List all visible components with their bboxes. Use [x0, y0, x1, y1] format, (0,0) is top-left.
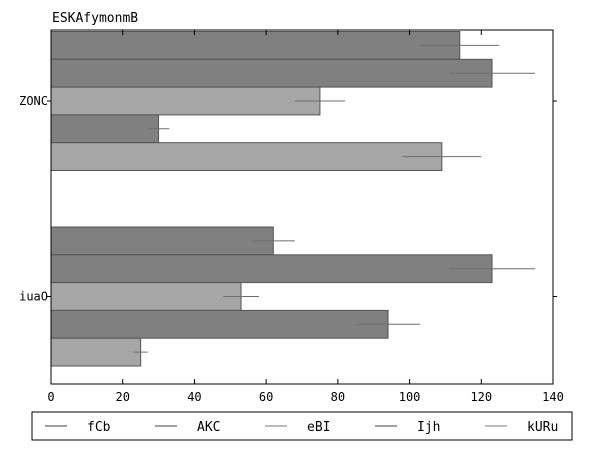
x-tick-label: 100	[399, 390, 421, 404]
y-tick-label: iuaO	[19, 290, 48, 304]
legend-frame	[31, 411, 573, 441]
bar	[50, 337, 142, 367]
x-tick-label: 20	[115, 390, 129, 404]
bar	[50, 309, 389, 339]
x-tick-label: 140	[542, 390, 564, 404]
bar	[50, 58, 493, 88]
x-tick-label: 80	[331, 390, 345, 404]
chart-title: ESKAfymonmB	[52, 11, 138, 26]
bar	[50, 114, 160, 144]
legend-label: fCb	[87, 420, 111, 435]
bar	[50, 226, 274, 256]
x-tick-label: 60	[259, 390, 273, 404]
x-tick-label: 0	[47, 390, 54, 404]
bar	[50, 86, 321, 116]
bar	[50, 254, 493, 284]
bar	[50, 31, 461, 60]
x-tick-label: 40	[187, 390, 201, 404]
bar	[50, 282, 242, 311]
y-tick-label: ZONC	[19, 94, 48, 108]
legend-label: Ijh	[417, 420, 440, 435]
x-tick-label: 120	[470, 390, 492, 404]
legend-label: AKC	[197, 420, 220, 435]
legend: fCb AKC eBI Ijh kURu	[31, 411, 573, 441]
plot-area: ZONC iuaO 0 20 40 60 80 100 120 140	[19, 30, 564, 404]
legend-label: kURu	[527, 420, 558, 435]
plot-frame	[50, 29, 554, 385]
bar	[50, 142, 443, 171]
legend-label: eBI	[307, 420, 330, 435]
